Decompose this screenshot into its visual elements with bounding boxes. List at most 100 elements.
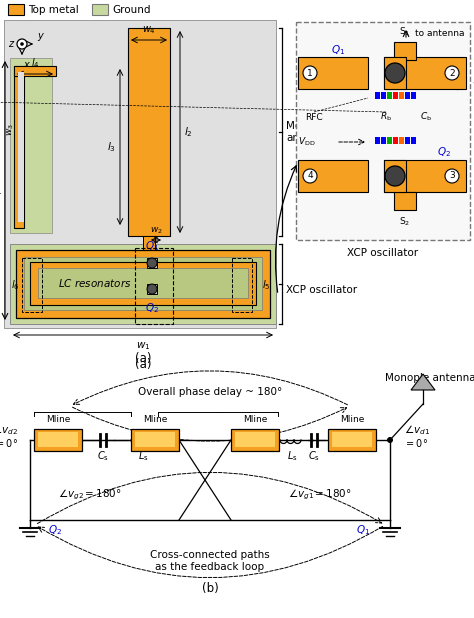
- Text: (a): (a): [135, 358, 151, 371]
- Text: Monople antenna: Monople antenna: [385, 373, 474, 383]
- Text: (b): (b): [201, 582, 219, 595]
- Polygon shape: [24, 257, 262, 310]
- Text: Top metal: Top metal: [28, 5, 79, 15]
- Polygon shape: [399, 137, 404, 144]
- Circle shape: [387, 437, 393, 443]
- Text: $L_{\rm s}$: $L_{\rm s}$: [137, 449, 148, 463]
- Text: Ground: Ground: [112, 5, 151, 15]
- Polygon shape: [393, 92, 398, 99]
- Text: $\angle v_{g2} = 180°$: $\angle v_{g2} = 180°$: [58, 488, 122, 502]
- Polygon shape: [14, 66, 56, 76]
- Text: $\angle v_{d1}$: $\angle v_{d1}$: [404, 423, 430, 437]
- Text: $C_{\rm s}$: $C_{\rm s}$: [97, 449, 109, 463]
- Text: Overall phase delay ~ 180°: Overall phase delay ~ 180°: [138, 387, 282, 397]
- Text: 1: 1: [307, 69, 313, 77]
- Text: $l_3$: $l_3$: [107, 140, 116, 154]
- Polygon shape: [34, 429, 82, 451]
- Text: Mline: Mline: [46, 415, 70, 424]
- Text: $z$: $z$: [8, 39, 15, 49]
- Polygon shape: [135, 432, 175, 447]
- Polygon shape: [38, 432, 78, 447]
- Text: $y$: $y$: [37, 31, 45, 43]
- Polygon shape: [298, 160, 368, 192]
- Text: $V_{\rm DD}$: $V_{\rm DD}$: [472, 81, 474, 93]
- Text: $\angle v_{g1} = 180°$: $\angle v_{g1} = 180°$: [288, 488, 352, 502]
- Text: 2: 2: [449, 69, 455, 77]
- Text: $Q_2$: $Q_2$: [48, 523, 62, 537]
- Polygon shape: [298, 57, 368, 89]
- Text: XCP oscillator: XCP oscillator: [347, 248, 419, 258]
- Text: $l_5$: $l_5$: [262, 278, 271, 292]
- Polygon shape: [92, 4, 108, 15]
- Text: Mline: Mline: [243, 415, 267, 424]
- Text: XCP oscillator: XCP oscillator: [286, 285, 357, 295]
- Polygon shape: [375, 92, 380, 99]
- Polygon shape: [231, 429, 279, 451]
- Polygon shape: [10, 244, 276, 324]
- Text: $C_{\rm s}$: $C_{\rm s}$: [308, 449, 320, 463]
- Text: $l_2$: $l_2$: [184, 125, 193, 139]
- Text: S$_2$: S$_2$: [400, 215, 410, 227]
- Polygon shape: [147, 284, 157, 294]
- Text: 4: 4: [307, 172, 313, 180]
- Polygon shape: [384, 160, 406, 192]
- Polygon shape: [332, 432, 372, 447]
- Text: Monopole
antenna: Monopole antenna: [286, 121, 337, 143]
- Bar: [296, 22, 470, 240]
- Polygon shape: [405, 137, 410, 144]
- Text: (a): (a): [135, 352, 151, 365]
- Polygon shape: [393, 137, 398, 144]
- Polygon shape: [14, 66, 24, 228]
- Text: $Q_1$: $Q_1$: [331, 43, 345, 57]
- Bar: [22, 258, 42, 312]
- Text: $Q_2$: $Q_2$: [437, 145, 451, 159]
- Polygon shape: [411, 92, 416, 99]
- Polygon shape: [30, 262, 256, 305]
- Polygon shape: [405, 92, 410, 99]
- Polygon shape: [387, 137, 392, 144]
- Polygon shape: [394, 42, 416, 60]
- Circle shape: [147, 284, 157, 294]
- Polygon shape: [384, 160, 466, 192]
- Text: Mline: Mline: [340, 415, 364, 424]
- Text: as the feedback loop: as the feedback loop: [155, 562, 264, 572]
- Bar: [232, 258, 252, 312]
- Polygon shape: [10, 58, 52, 233]
- Polygon shape: [147, 258, 157, 268]
- Polygon shape: [384, 57, 466, 89]
- Text: $L_{\rm s}$: $L_{\rm s}$: [287, 449, 297, 463]
- Polygon shape: [381, 137, 386, 144]
- Text: Cross-connected paths: Cross-connected paths: [150, 550, 270, 560]
- Text: $V_{\rm DD}$: $V_{\rm DD}$: [298, 136, 316, 148]
- Text: RFC: RFC: [305, 112, 323, 122]
- Text: $Q_1$: $Q_1$: [356, 523, 370, 537]
- Circle shape: [385, 166, 405, 186]
- Text: Mline: Mline: [143, 415, 167, 424]
- Polygon shape: [375, 137, 380, 144]
- Text: $w_2$: $w_2$: [150, 226, 163, 236]
- Text: S$_1$: S$_1$: [400, 25, 410, 38]
- Polygon shape: [235, 432, 275, 447]
- Circle shape: [445, 66, 459, 80]
- Text: $l_6$: $l_6$: [11, 278, 20, 292]
- Polygon shape: [143, 236, 155, 250]
- Polygon shape: [387, 92, 392, 99]
- Polygon shape: [411, 137, 416, 144]
- Text: $= 0°$: $= 0°$: [404, 437, 428, 449]
- Text: G$_1$: G$_1$: [318, 67, 330, 79]
- Text: $w_1$: $w_1$: [136, 340, 150, 352]
- Circle shape: [445, 169, 459, 183]
- Text: $l_1$: $l_1$: [0, 183, 3, 197]
- Circle shape: [17, 39, 27, 49]
- Circle shape: [20, 42, 24, 46]
- Circle shape: [385, 63, 405, 83]
- Polygon shape: [381, 92, 386, 99]
- Polygon shape: [384, 57, 406, 89]
- Text: $C_{\rm b}$: $C_{\rm b}$: [420, 111, 432, 123]
- Text: D$_1$: D$_1$: [425, 67, 437, 79]
- Polygon shape: [8, 4, 24, 15]
- Polygon shape: [4, 20, 276, 328]
- Polygon shape: [18, 72, 24, 222]
- Text: $w_4$: $w_4$: [142, 24, 156, 36]
- Text: $w_3$: $w_3$: [6, 124, 16, 137]
